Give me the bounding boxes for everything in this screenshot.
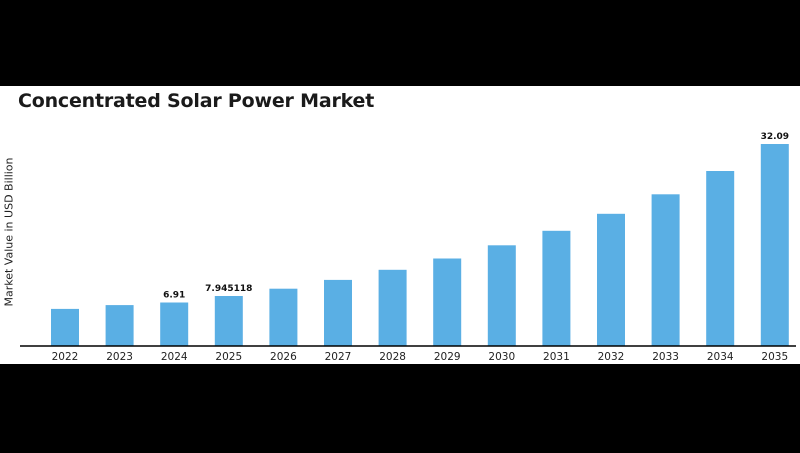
chart-title: Concentrated Solar Power Market bbox=[18, 90, 375, 112]
bar-2033 bbox=[651, 194, 680, 346]
bar-2023 bbox=[105, 305, 134, 346]
x-tick-label-2032: 2032 bbox=[598, 351, 625, 363]
bar-2022 bbox=[51, 308, 79, 346]
x-tick-label-2034: 2034 bbox=[707, 351, 734, 363]
x-tick-label-2029: 2029 bbox=[434, 351, 461, 363]
bar-2034 bbox=[706, 171, 735, 346]
bar-2031 bbox=[542, 230, 571, 346]
bar-2029 bbox=[433, 258, 462, 346]
x-tick-label-2033: 2033 bbox=[652, 351, 679, 363]
data-labels: 6.91 7.945118 32.09 bbox=[163, 132, 789, 301]
x-tick-label-2027: 2027 bbox=[325, 351, 352, 363]
x-tick-label-2031: 2031 bbox=[543, 351, 570, 363]
bar-2025 bbox=[214, 296, 243, 346]
bars-group bbox=[51, 144, 789, 346]
data-label-2024: 6.91 bbox=[163, 291, 185, 301]
chart-panel: Concentrated Solar Power Market Market V… bbox=[0, 86, 800, 364]
x-tick-label-2022: 2022 bbox=[52, 351, 79, 363]
x-tick-labels: 2022 2023 2024 2025 2026 2027 2028 2029 2030 2031… bbox=[52, 351, 789, 363]
bar-2027 bbox=[324, 279, 352, 346]
x-tick-label-2025: 2025 bbox=[215, 351, 242, 363]
bar-2024 bbox=[160, 302, 189, 346]
bar-chart: 2022 2023 2024 2025 2026 2027 2028 2029 2030 2031… bbox=[20, 132, 796, 363]
x-tick-label-2026: 2026 bbox=[270, 351, 297, 363]
bar-2035 bbox=[760, 144, 789, 346]
bar-2030 bbox=[487, 245, 516, 346]
x-tick-label-2023: 2023 bbox=[106, 351, 133, 363]
x-tick-label-2024: 2024 bbox=[161, 351, 188, 363]
bar-2026 bbox=[269, 288, 298, 346]
x-tick-label-2030: 2030 bbox=[488, 351, 515, 363]
bar-2028 bbox=[378, 269, 407, 346]
data-label-2025: 7.945118 bbox=[205, 284, 252, 294]
x-tick-label-2028: 2028 bbox=[379, 351, 406, 363]
x-tick-label-2035: 2035 bbox=[761, 351, 788, 363]
bar-2032 bbox=[597, 213, 625, 346]
data-label-2035: 32.09 bbox=[761, 132, 789, 142]
